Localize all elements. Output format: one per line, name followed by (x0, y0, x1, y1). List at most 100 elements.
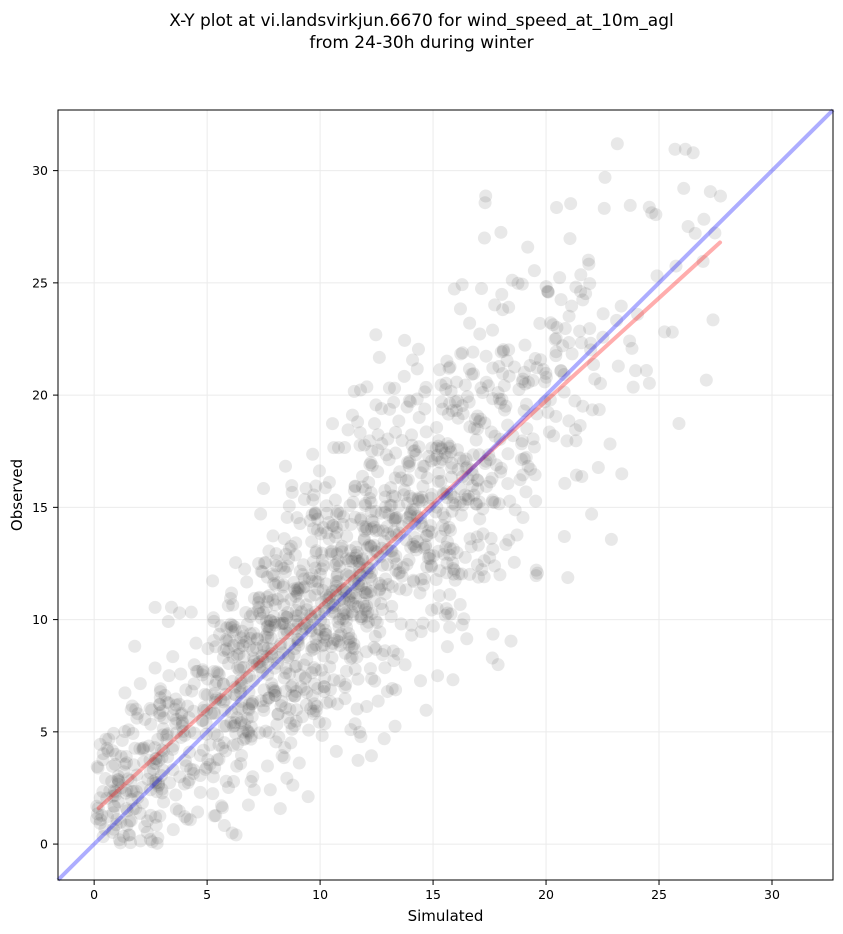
data-point (348, 480, 362, 494)
data-point (275, 617, 289, 631)
data-point (501, 447, 515, 461)
data-point (456, 498, 470, 512)
data-point (175, 714, 189, 728)
data-point (207, 664, 221, 678)
data-point (639, 364, 653, 378)
data-point (242, 703, 256, 717)
data-point (473, 512, 487, 526)
data-point (360, 380, 374, 394)
data-point (270, 717, 284, 731)
data-point (365, 553, 379, 567)
data-point (352, 574, 366, 588)
data-point (292, 597, 306, 611)
data-point (224, 592, 238, 606)
data-point (231, 661, 245, 675)
data-point (418, 402, 432, 416)
data-point (160, 733, 174, 747)
data-point (380, 520, 394, 534)
data-point (523, 359, 537, 373)
data-point (360, 619, 374, 633)
data-point (210, 674, 224, 688)
data-point (440, 437, 454, 451)
data-point (385, 599, 399, 613)
data-point (129, 784, 143, 798)
data-point (562, 335, 576, 349)
data-point (584, 336, 598, 350)
data-point (471, 474, 485, 488)
data-point (539, 366, 553, 380)
data-point (342, 593, 356, 607)
data-point (337, 595, 351, 609)
data-point (688, 226, 702, 240)
data-point (291, 581, 305, 595)
data-point (587, 357, 601, 371)
data-point (377, 534, 391, 548)
data-point (318, 623, 332, 637)
data-point (486, 493, 500, 507)
data-point (191, 664, 205, 678)
data-point (360, 599, 374, 613)
data-point (588, 372, 602, 386)
data-point (240, 724, 254, 738)
data-point (488, 298, 502, 312)
data-point (284, 736, 298, 750)
data-point (310, 699, 324, 713)
data-points (90, 137, 727, 850)
data-point (326, 518, 340, 532)
data-point (180, 812, 194, 826)
data-point (172, 697, 186, 711)
data-point (100, 791, 114, 805)
data-point (151, 779, 165, 793)
data-point (175, 719, 189, 733)
data-point (603, 437, 617, 451)
data-point (486, 323, 500, 337)
data-point (238, 562, 252, 576)
data-point (314, 527, 328, 541)
data-point (351, 600, 365, 614)
data-point (120, 804, 134, 818)
data-point (359, 520, 373, 534)
data-point (99, 772, 113, 786)
data-point (342, 589, 356, 603)
data-point (260, 614, 274, 628)
data-point (360, 609, 374, 623)
data-point (343, 565, 357, 579)
data-point (387, 395, 401, 409)
data-point (318, 717, 332, 731)
data-point (288, 584, 302, 598)
data-point (413, 586, 427, 600)
data-point (149, 810, 163, 824)
data-point (133, 677, 147, 691)
data-point (437, 547, 451, 561)
data-point (357, 533, 371, 547)
data-point (308, 605, 322, 619)
data-point (591, 461, 605, 475)
data-point (299, 698, 313, 712)
data-point (440, 485, 454, 499)
data-point (669, 259, 683, 273)
data-point (234, 694, 248, 708)
data-point (430, 448, 444, 462)
data-point (466, 367, 480, 381)
data-point (237, 660, 251, 674)
data-point (239, 635, 253, 649)
data-point (234, 673, 248, 687)
data-point (283, 667, 297, 681)
data-point (158, 688, 172, 702)
data-point (495, 393, 509, 407)
data-point (706, 313, 720, 327)
data-point (307, 677, 321, 691)
data-point (103, 784, 117, 798)
data-point (290, 511, 304, 525)
data-point (267, 661, 281, 675)
data-point (322, 516, 336, 530)
data-point (460, 460, 474, 474)
data-point (185, 684, 199, 698)
data-point (146, 775, 160, 789)
data-point (381, 578, 395, 592)
data-point (314, 596, 328, 610)
data-point (120, 783, 134, 797)
data-point (257, 683, 271, 697)
data-point (496, 367, 510, 381)
